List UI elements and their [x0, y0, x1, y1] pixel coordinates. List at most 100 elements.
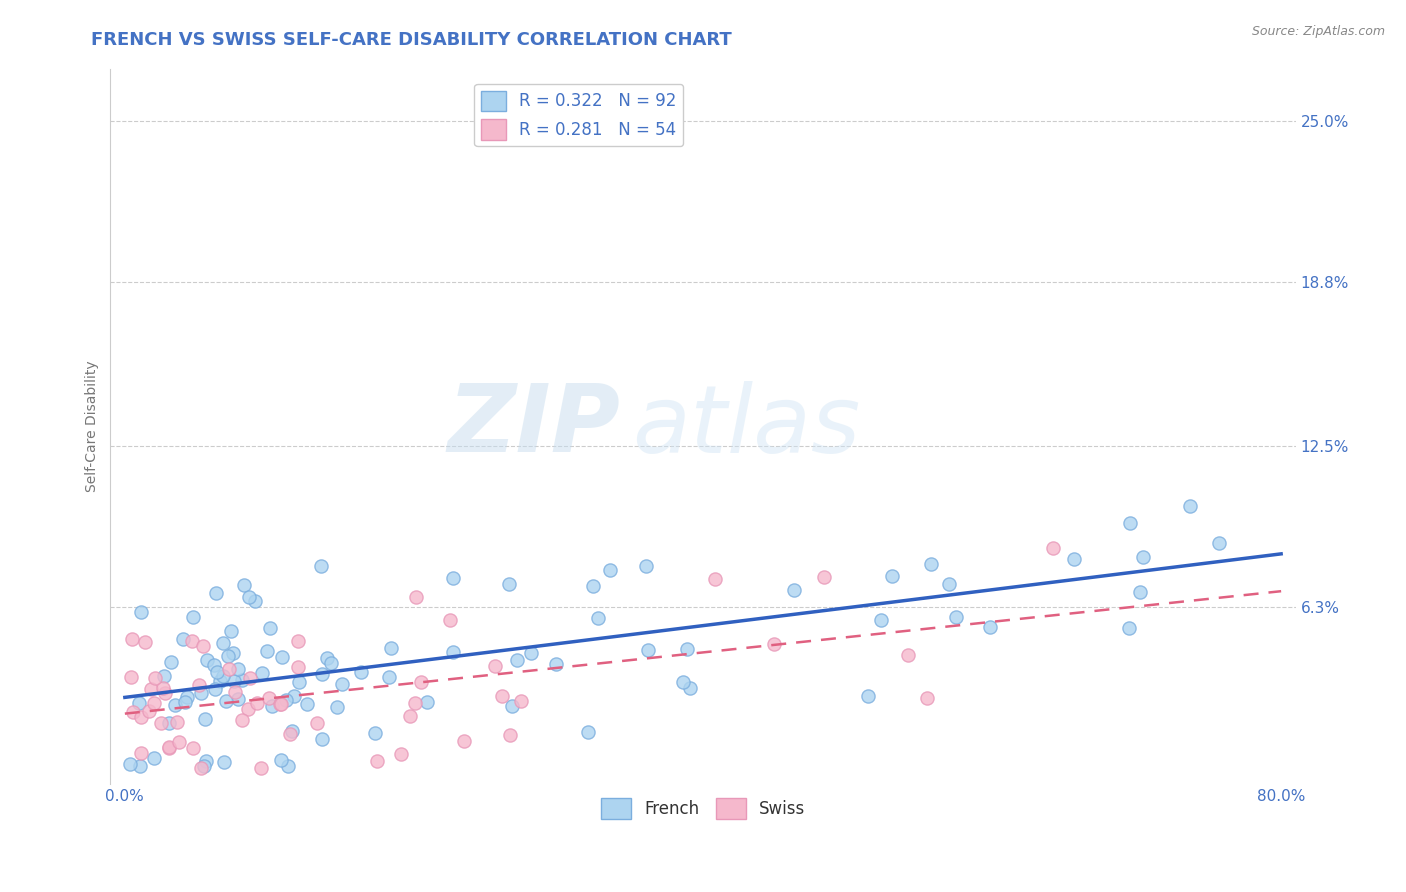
Point [197, 653, 219, 667]
Point [1042, 541, 1064, 556]
Point [134, 634, 156, 648]
Point [236, 702, 259, 716]
Legend: French, Swiss: French, Swiss [593, 792, 813, 825]
Point [366, 754, 388, 768]
Point [311, 559, 333, 574]
Point [214, 755, 236, 769]
Point [166, 715, 188, 730]
Point [672, 674, 695, 689]
Point [856, 689, 879, 703]
Point [270, 697, 292, 711]
Point [222, 673, 245, 688]
Point [544, 657, 567, 672]
Point [599, 563, 621, 577]
Point [217, 649, 239, 664]
Point [676, 642, 699, 657]
Point [219, 624, 242, 638]
Point [287, 634, 309, 648]
Point [484, 659, 506, 673]
Point [1129, 585, 1152, 599]
Point [259, 621, 281, 635]
Point [274, 693, 297, 707]
Point [277, 758, 299, 772]
Point [173, 695, 195, 709]
Point [1063, 552, 1085, 566]
Point [250, 761, 273, 775]
Point [202, 658, 225, 673]
Point [870, 613, 893, 627]
Point [378, 670, 401, 684]
Text: FRENCH VS SWISS SELF-CARE DISABILITY CORRELATION CHART: FRENCH VS SWISS SELF-CARE DISABILITY COR… [91, 31, 733, 49]
Text: ZIP: ZIP [447, 380, 620, 472]
Point [157, 740, 180, 755]
Point [190, 686, 212, 700]
Point [212, 636, 235, 650]
Point [204, 682, 226, 697]
Point [224, 685, 246, 699]
Point [153, 686, 176, 700]
Point [897, 648, 920, 662]
Point [399, 708, 422, 723]
Point [181, 610, 204, 624]
Point [231, 673, 253, 687]
Point [405, 590, 427, 604]
Point [441, 645, 464, 659]
Point [311, 732, 333, 747]
Point [218, 662, 240, 676]
Point [239, 672, 262, 686]
Point [129, 710, 152, 724]
Point [152, 681, 174, 695]
Point [506, 653, 529, 667]
Point [380, 641, 402, 656]
Point [129, 758, 152, 772]
Point [215, 694, 238, 708]
Point [176, 690, 198, 705]
Point [979, 620, 1001, 634]
Point [582, 579, 605, 593]
Point [120, 670, 142, 684]
Point [167, 735, 190, 749]
Point [288, 674, 311, 689]
Point [938, 577, 960, 591]
Point [163, 698, 186, 713]
Point [149, 715, 172, 730]
Point [128, 697, 150, 711]
Point [243, 594, 266, 608]
Point [256, 644, 278, 658]
Y-axis label: Self-Care Disability: Self-Care Disability [86, 360, 100, 492]
Point [226, 662, 249, 676]
Point [252, 666, 274, 681]
Point [389, 747, 412, 761]
Point [586, 611, 609, 625]
Point [330, 677, 353, 691]
Point [121, 705, 143, 719]
Point [270, 649, 292, 664]
Point [120, 756, 142, 771]
Point [194, 712, 217, 726]
Point [315, 651, 337, 665]
Point [194, 754, 217, 768]
Point [143, 671, 166, 685]
Point [880, 568, 903, 582]
Point [501, 699, 523, 714]
Point [269, 698, 291, 712]
Point [415, 695, 437, 709]
Point [491, 689, 513, 703]
Point [172, 632, 194, 646]
Point [439, 614, 461, 628]
Text: Source: ZipAtlas.com: Source: ZipAtlas.com [1251, 25, 1385, 38]
Point [350, 665, 373, 679]
Point [411, 674, 433, 689]
Point [520, 646, 543, 660]
Point [142, 750, 165, 764]
Point [1180, 499, 1202, 513]
Point [187, 678, 209, 692]
Point [222, 646, 245, 660]
Point [153, 669, 176, 683]
Point [762, 637, 785, 651]
Point [1132, 550, 1154, 565]
Point [257, 690, 280, 705]
Point [813, 570, 835, 584]
Point [637, 643, 659, 657]
Point [283, 690, 305, 704]
